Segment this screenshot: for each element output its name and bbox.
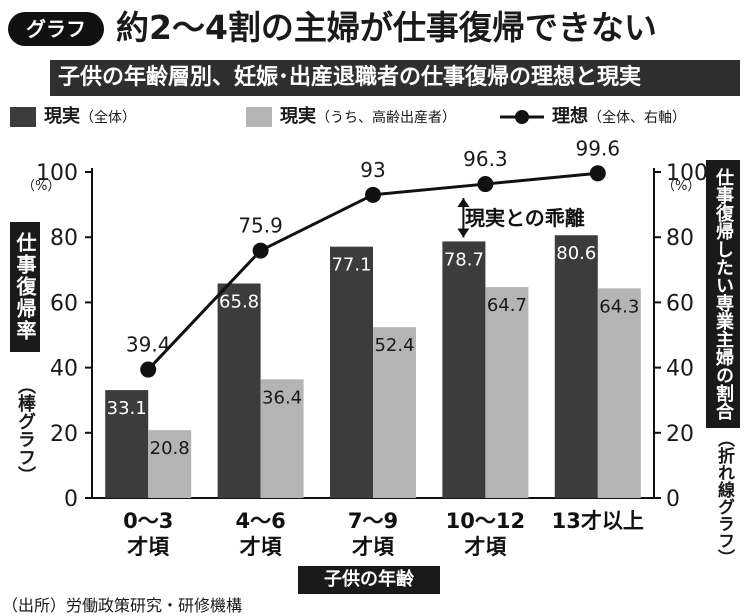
right-tick-label: 20 <box>666 422 694 447</box>
x-tick-label: 才頃 <box>352 535 395 559</box>
page-title: 約2～4割の主婦が仕事復帰できない <box>116 8 657 47</box>
ideal-point-label: 75.9 <box>238 214 283 238</box>
ideal-point <box>252 242 269 259</box>
x-tick-label: 10～12 <box>446 509 525 533</box>
left-axis-subtitle: （棒グラフ） <box>15 376 36 484</box>
bar-actual-older <box>485 287 529 498</box>
legend-label-actual-all: 現実 <box>44 106 80 127</box>
bar-actual-all <box>554 235 598 498</box>
x-tick-label: 才頃 <box>240 535 283 559</box>
x-tick-label: 才頃 <box>127 535 170 559</box>
bar-actual-older <box>260 379 304 498</box>
ideal-point-label: 96.3 <box>463 147 508 171</box>
gap-arrow-head-up <box>457 198 470 208</box>
right-axis-subtitle: （折れ線グラフ） <box>714 430 734 566</box>
legend-swatch-actual-all <box>10 107 36 127</box>
ideal-point <box>477 176 494 193</box>
x-tick-label: 0～3 <box>123 509 173 533</box>
x-tick-label: 13才以上 <box>552 509 644 533</box>
ideal-point-label: 93 <box>360 158 385 182</box>
right-axis-title: 仕事復帰したい専業主婦の割合 <box>706 160 740 428</box>
x-tick-label: 4～6 <box>235 509 285 533</box>
title-row: グラフ 約2～4割の主婦が仕事復帰できない <box>6 6 744 52</box>
chart-subtitle: 子供の年齢層別、妊娠･出産退職者の仕事復帰の理想と現実 <box>50 60 740 96</box>
right-tick-label: 0 <box>666 487 680 512</box>
left-tick-label: 20 <box>50 422 78 447</box>
bar-actual-all <box>330 246 373 498</box>
left-tick-label: 0 <box>64 487 78 512</box>
left-axis-title: 仕事復帰率 <box>10 222 40 352</box>
ideal-line <box>140 165 606 378</box>
left-tick-label: 80 <box>50 226 78 251</box>
left-tick-label: 100 <box>36 161 78 186</box>
right-axis-unit: （%） <box>662 179 700 194</box>
right-tick-label: 40 <box>666 357 694 382</box>
graph-badge: グラフ <box>8 12 104 46</box>
left-tick-label: 60 <box>50 291 78 316</box>
x-tick-label: 7～9 <box>348 509 398 533</box>
right-tick-label: 100 <box>666 161 708 186</box>
bar-label-actual-older: 64.7 <box>487 295 527 316</box>
bar-label-actual-all: 33.1 <box>107 398 147 419</box>
legend-sub-actual-older: （うち、高齢出産者） <box>316 110 456 126</box>
bar-label-actual-older: 36.4 <box>262 387 302 408</box>
ideal-point-label: 99.6 <box>576 136 621 160</box>
gap-annotation: 現実との乖離 <box>465 206 585 230</box>
bar-actual-older <box>597 288 641 498</box>
bar-actual-all <box>442 241 486 499</box>
bar-actual-all <box>217 283 261 498</box>
legend-line-marker <box>500 110 544 124</box>
bar-actual-older <box>373 327 416 498</box>
x-tick-label: 才頃 <box>464 535 507 559</box>
legend-swatch-actual-older <box>246 107 272 127</box>
bar-label-actual-older: 20.8 <box>150 438 190 459</box>
ideal-point <box>589 165 606 182</box>
data-labels: 33.120.8 65.8 36.4 77.1 52.4 78.7 64.7 80.6 64.3… <box>107 136 640 459</box>
right-tick-label: 60 <box>666 291 694 316</box>
right-tick-label: 80 <box>666 226 694 251</box>
axes: 0204060801000204060801000～3才頃4～6才頃7～9才頃1… <box>36 161 708 559</box>
legend-sub-ideal: （全体、右軸） <box>588 110 686 126</box>
left-axis-unit: （%） <box>22 179 60 194</box>
legend-label-actual-older: 現実 <box>280 106 316 127</box>
ideal-point <box>365 186 381 203</box>
bar-label-actual-all: 80.6 <box>556 243 596 264</box>
bars <box>105 235 641 499</box>
bar-label-actual-all: 77.1 <box>331 255 371 276</box>
bar-actual-all <box>105 390 149 498</box>
source-note: （出所）労働政策研究・研修機構 <box>2 596 243 615</box>
bar-actual-older <box>148 430 192 498</box>
left-tick-label: 40 <box>50 357 78 382</box>
ideal-point <box>140 361 157 378</box>
bar-label-actual-all: 78.7 <box>444 249 484 270</box>
bar-label-actual-older: 64.3 <box>599 296 639 317</box>
legend: 現実（全体） 現実（うち、高齢出産者） 理想（全体、右軸） <box>10 104 745 130</box>
bar-label-actual-all: 65.8 <box>219 291 259 312</box>
legend-sub-actual-all: （全体） <box>80 110 136 126</box>
x-axis-title: 子供の年齢 <box>298 566 440 594</box>
legend-label-ideal: 理想 <box>552 106 588 127</box>
bar-label-actual-older: 52.4 <box>374 335 414 356</box>
gap-arrow-head-down <box>457 228 470 238</box>
ideal-point-label: 39.4 <box>126 333 171 357</box>
